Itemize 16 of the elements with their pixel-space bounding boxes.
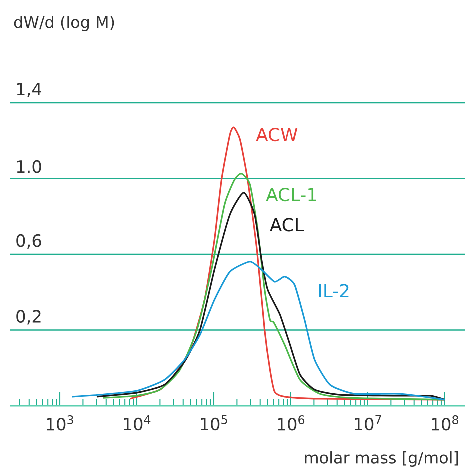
x-tick-label: 10$^{6}$ [278, 416, 305, 431]
series-label: IL-2 [319, 284, 349, 298]
x-tick-label: 10$^{7}$ [355, 416, 382, 431]
x-tick-label: 10$^{8}$ [432, 416, 458, 431]
y-tick-label: 1.0 [17, 160, 42, 174]
y-tick-label: 1,4 [17, 83, 42, 98]
series-label: ACL-1 [266, 188, 316, 202]
y-axis-title: dW/d (log M) [14, 16, 114, 32]
x-axis-title: molar mass [g/mol] [305, 452, 458, 467]
series-label: ACL [270, 218, 304, 232]
series-label: ACW [256, 128, 298, 142]
x-tick-label: 10$^{3}$ [47, 416, 74, 431]
x-tick-label: 10$^{4}$ [124, 416, 151, 431]
y-tick-label: 0,2 [16, 310, 41, 325]
y-tick-label: 0,6 [16, 234, 42, 249]
x-tick-label: 10$^{5}$ [201, 416, 228, 431]
